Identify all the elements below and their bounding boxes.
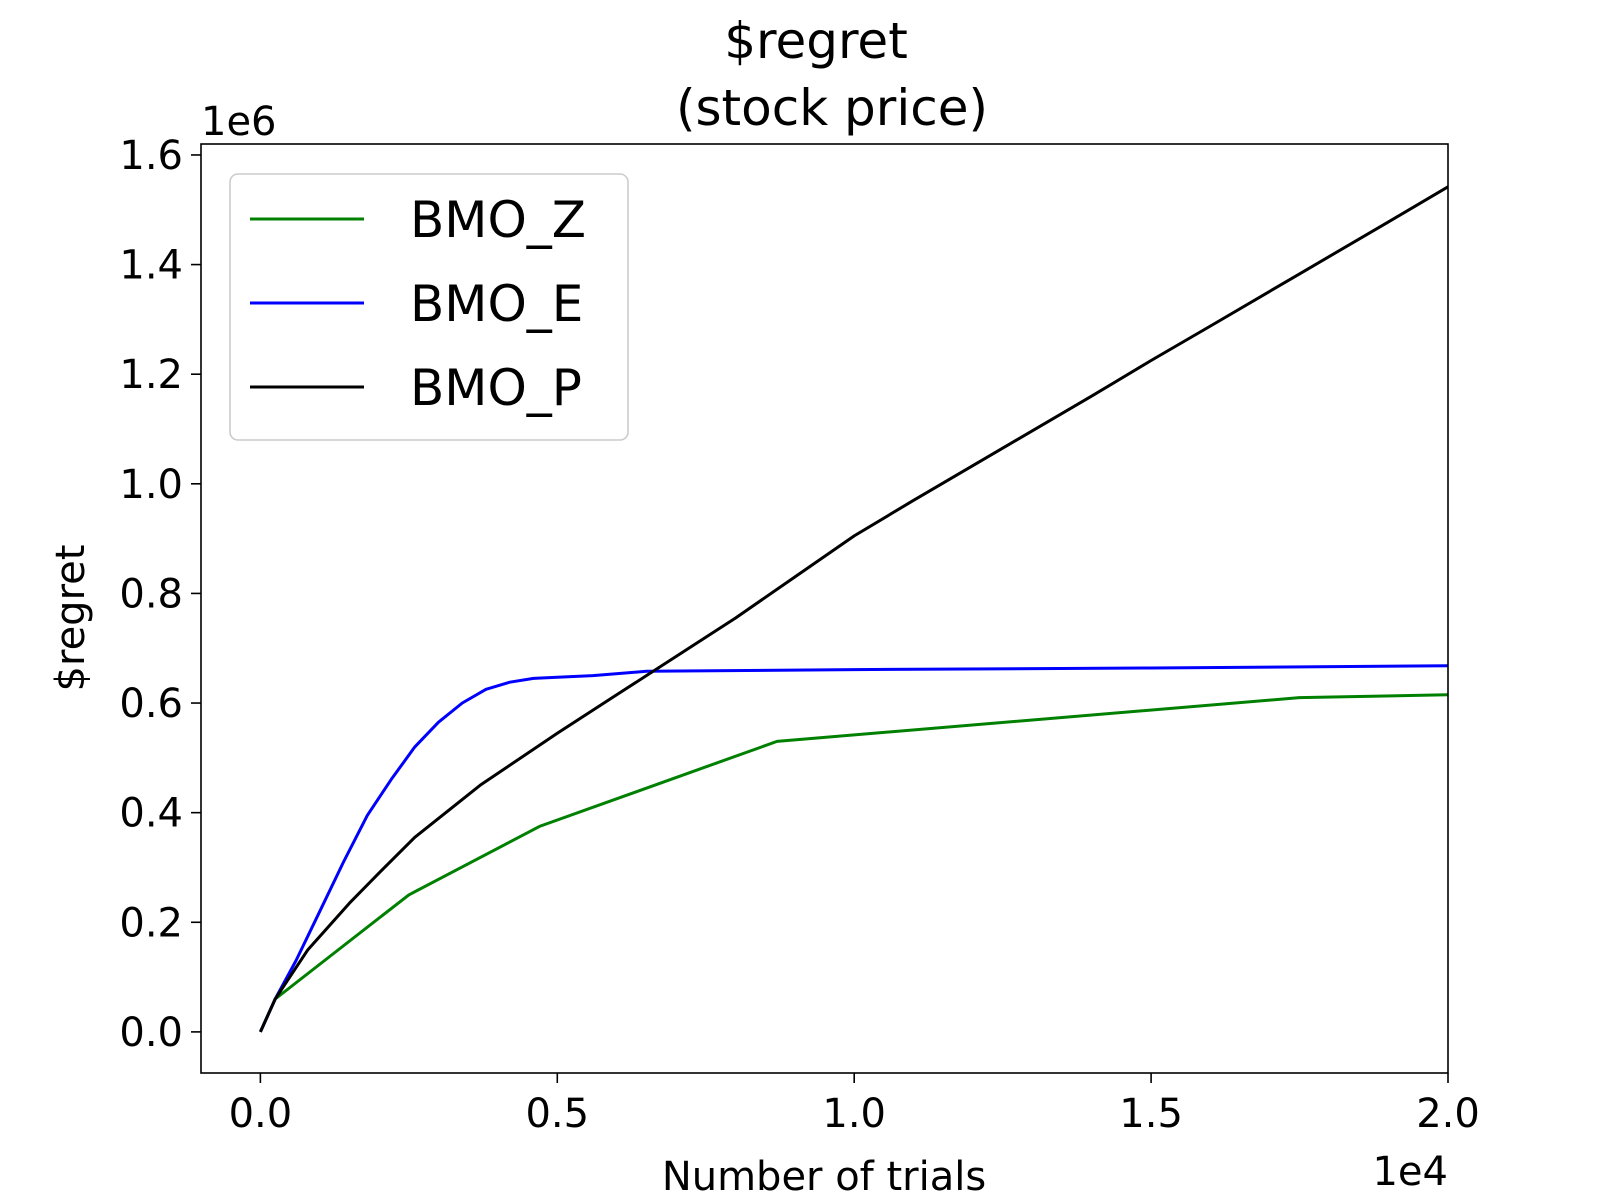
x-tick-label: 2.0 xyxy=(1416,1091,1480,1137)
y-tick-label: 1.2 xyxy=(119,352,183,398)
series-line-bmo-z xyxy=(259,693,1449,1033)
y-tick-label: 1.4 xyxy=(119,243,183,289)
series-lines xyxy=(259,185,1449,1033)
legend-box xyxy=(229,173,629,441)
x-axis-ticks: 0.0 0.5 1.0 1.5 2.0 xyxy=(229,1073,1480,1137)
y-tick-label: 0.4 xyxy=(119,791,183,837)
x-axis-label: Number of trials xyxy=(662,1154,986,1200)
x-axis-offset-label: 1e4 xyxy=(1372,1149,1448,1195)
plot-area-frame xyxy=(200,143,1449,1074)
series-line-bmo-p xyxy=(259,185,1449,1033)
x-tick-label: 1.5 xyxy=(1119,1091,1183,1137)
y-tick-label: 0.0 xyxy=(119,1010,183,1056)
legend-label-bmo-z: BMO_Z xyxy=(410,191,586,249)
y-tick-label: 1.0 xyxy=(119,462,183,508)
y-axis-label: $regret xyxy=(48,545,94,692)
legend-entries: BMO_Z BMO_E BMO_P xyxy=(250,191,586,417)
legend-label-bmo-p: BMO_P xyxy=(410,359,582,417)
chart-title-line-1: $regret xyxy=(724,12,908,70)
legend-label-bmo-e: BMO_E xyxy=(410,275,583,333)
x-tick-label: 0.0 xyxy=(229,1091,293,1137)
x-tick-label: 0.5 xyxy=(525,1091,589,1137)
y-tick-label: 1.6 xyxy=(119,133,183,179)
y-tick-label: 0.8 xyxy=(119,571,183,617)
y-axis-offset-label: 1e6 xyxy=(201,99,277,145)
y-axis-ticks: 0.0 0.2 0.4 0.6 0.8 1.0 1.2 1.4 1.6 xyxy=(119,133,201,1056)
x-tick-label: 1.0 xyxy=(822,1091,886,1137)
series-line-bmo-e xyxy=(259,664,1449,1033)
y-tick-label: 0.2 xyxy=(119,900,183,946)
legend: BMO_Z BMO_E BMO_P xyxy=(229,173,629,441)
chart-title-line-2: (stock price) xyxy=(676,79,988,137)
y-tick-label: 0.6 xyxy=(119,681,183,727)
